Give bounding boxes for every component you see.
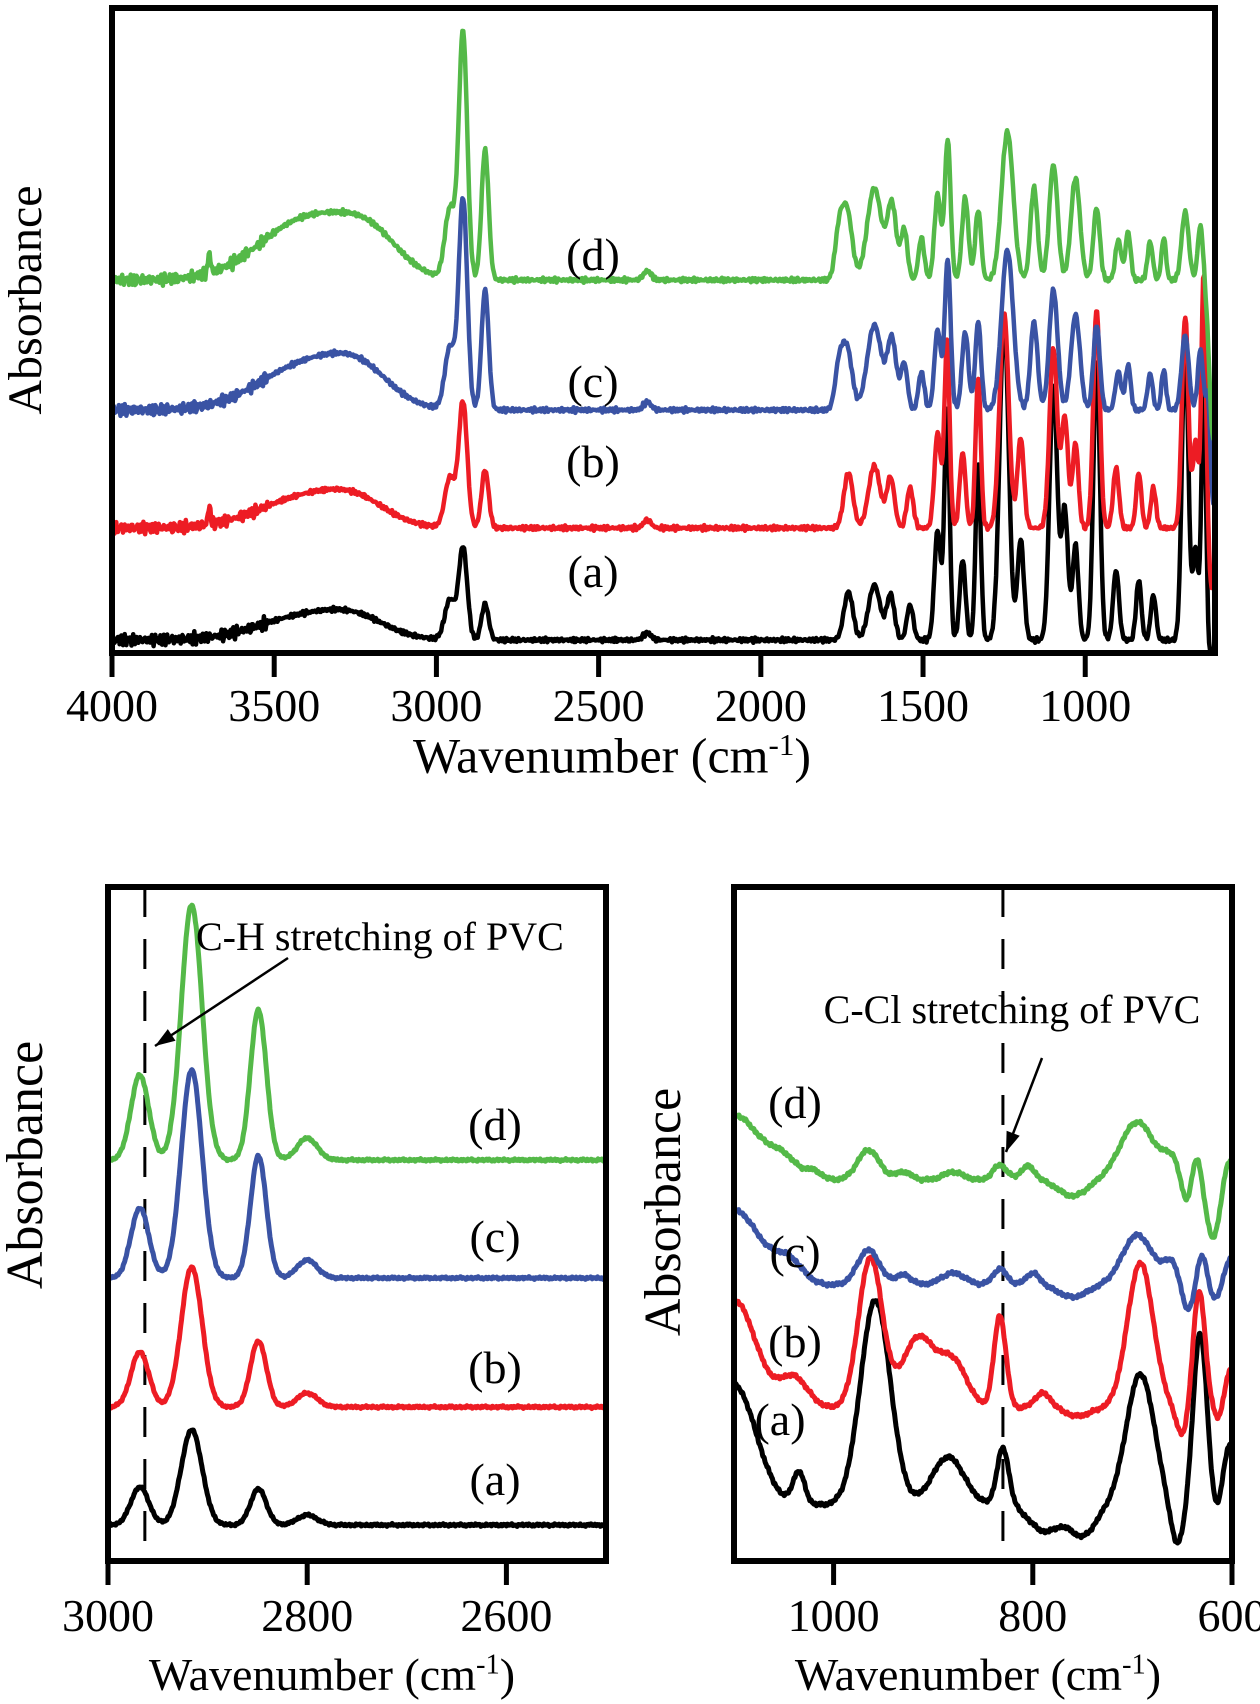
trace-label-ch-d: (d) — [468, 1099, 522, 1150]
trace-label-ccl-c: (c) — [769, 1226, 821, 1277]
x-tick-label-ccl-1000: 1000 — [787, 1590, 880, 1641]
x-axis-label-close: ) — [1145, 1649, 1162, 1700]
trace-ch-(b) — [111, 1264, 603, 1411]
x-axis-label-text: Wavenumber (cm — [148, 1649, 477, 1700]
trace-ch-(a) — [111, 1427, 603, 1529]
x-axis-label-ch-region: Wavenumber (cm-1) — [149, 1650, 515, 1700]
trace-label-ccl-b: (b) — [768, 1316, 822, 1367]
x-axis-label-superscript: -1 — [1122, 1649, 1146, 1681]
trace-full-(a) — [115, 318, 1212, 650]
x-axis-label-full: Wavenumber (cm-1) — [413, 728, 811, 783]
trace-ch-(c) — [111, 1067, 603, 1282]
x-axis-label-text: Wavenumber (cm — [794, 1649, 1123, 1700]
trace-ch-(d) — [111, 902, 603, 1164]
trace-label-ch-b: (b) — [468, 1342, 522, 1393]
trace-ccl-(a) — [737, 1298, 1229, 1546]
trace-ccl-(c) — [737, 1207, 1229, 1313]
x-tick-label-ccl-800: 800 — [998, 1590, 1068, 1641]
trace-full-(b) — [115, 273, 1212, 591]
trace-label-full-c: (c) — [567, 356, 619, 407]
annotation-text-ch: C-H stretching of PVC — [196, 914, 564, 959]
trace-ccl-(b) — [737, 1254, 1229, 1438]
x-axis-label-close: ) — [499, 1649, 516, 1700]
panel-border-full — [109, 5, 1218, 656]
x-tick-label-full-3500: 3500 — [228, 680, 321, 731]
trace-label-ch-c: (c) — [469, 1211, 521, 1262]
x-tick-label-ch-2800: 2800 — [261, 1590, 354, 1641]
annotation-arrow-ch — [154, 956, 289, 1048]
annotation-arrowhead-ccl — [1006, 1130, 1020, 1152]
x-tick-label-full-1000: 1000 — [1039, 680, 1132, 731]
x-axis-label-superscript: -1 — [476, 1649, 500, 1681]
panel-border-ccl — [731, 884, 1235, 1564]
trace-label-full-d: (d) — [566, 229, 620, 280]
x-tick-label-full-3000: 3000 — [390, 680, 483, 731]
y-axis-label-ch-region: Absorbance — [0, 1040, 54, 1290]
annotation-text-ccl: C-Cl stretching of PVC — [823, 987, 1201, 1032]
x-tick-label-ch-3000: 3000 — [62, 1590, 154, 1641]
annotation-arrowhead-ch — [155, 1029, 176, 1046]
x-tick-label-ch-2600: 2600 — [460, 1590, 553, 1641]
panel-border-ch — [105, 884, 609, 1564]
trace-full-(c) — [115, 196, 1212, 506]
x-axis-label-text: Wavenumber (cm — [412, 727, 769, 784]
x-axis-label-close: ) — [794, 727, 812, 784]
x-tick-label-ccl-600: 600 — [1197, 1590, 1260, 1641]
trace-label-ch-a: (a) — [469, 1454, 521, 1505]
y-axis-label-ccl-region: Absorbance — [634, 1087, 692, 1337]
x-tick-label-full-4000: 4000 — [66, 680, 158, 731]
trace-label-full-b: (b) — [566, 436, 620, 487]
trace-label-ccl-a: (a) — [754, 1394, 806, 1445]
trace-label-full-a: (a) — [567, 546, 619, 597]
trace-full-(d) — [115, 28, 1212, 441]
x-axis-label-superscript: -1 — [768, 727, 795, 762]
trace-label-ccl-d: (d) — [768, 1077, 822, 1128]
x-axis-label-ccl-region: Wavenumber (cm-1) — [795, 1650, 1161, 1700]
x-tick-label-full-2500: 2500 — [552, 680, 645, 731]
x-tick-label-full-2000: 2000 — [714, 680, 807, 731]
y-axis-label-full: Absorbance — [0, 185, 53, 415]
trace-ccl-(d) — [737, 1112, 1229, 1240]
x-tick-label-full-1500: 1500 — [877, 680, 970, 731]
